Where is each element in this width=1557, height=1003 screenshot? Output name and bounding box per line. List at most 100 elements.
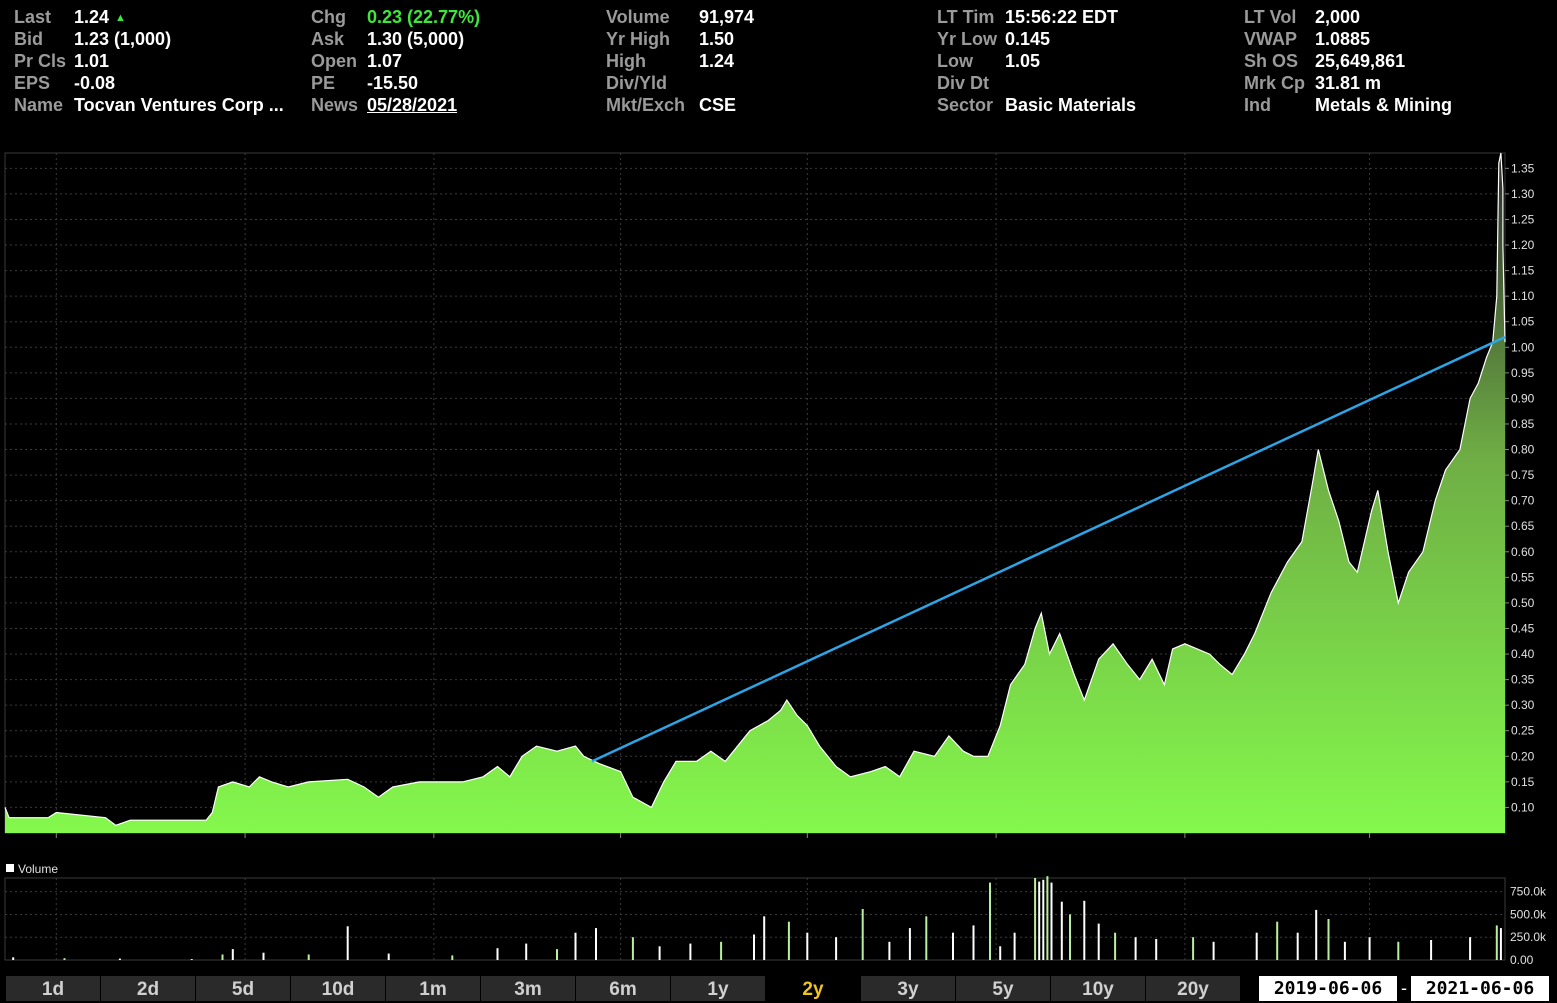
chg-value: 0.23 (22.77%): [367, 7, 481, 27]
volume-bar: [1495, 925, 1498, 960]
price-y-tick-label: 1.20: [1511, 238, 1535, 252]
high-label: High: [606, 51, 646, 71]
volume-chart[interactable]: Volume 0.00 250.0k 500.0k 750.0k: [0, 860, 1557, 970]
ask-value: 1.30 (5,000): [367, 29, 465, 49]
volume-bar: [787, 921, 790, 960]
price-y-tick-label: 0.35: [1511, 673, 1535, 687]
volume-bar: [1368, 937, 1371, 960]
volume-bar: [1050, 882, 1053, 960]
price-chart[interactable]: 0.10 0.15 0.20 0.25 0.30 0.35 0.40 0.45 0.50 0.55…: [0, 150, 1557, 840]
volume-bar: [1255, 932, 1258, 960]
eps-value: -0.08: [74, 73, 116, 93]
news-label: News: [311, 95, 359, 115]
volume-bar: [1212, 941, 1215, 960]
name-label: Name: [14, 95, 64, 115]
last-label: Last: [14, 7, 52, 27]
price-y-tick-label: 0.55: [1511, 570, 1535, 584]
shos-label: Sh OS: [1244, 51, 1299, 71]
open-label: Open: [311, 51, 358, 71]
price-y-tick-label: 1.30: [1511, 187, 1535, 201]
low-label: Low: [937, 51, 973, 71]
volume-bar: [595, 928, 597, 960]
volume-bar: [1034, 878, 1037, 960]
volume-bar: [1042, 879, 1045, 960]
bid-value: 1.23 (1,000): [74, 29, 172, 49]
low-value: 1.05: [1005, 51, 1041, 71]
volume-bar: [835, 937, 838, 960]
trend-line[interactable]: [591, 335, 1506, 763]
volume-bar: [689, 943, 692, 960]
price-y-tick-label: 0.90: [1511, 391, 1535, 405]
price-y-tick-label: 1.15: [1511, 264, 1535, 278]
volume-bar: [999, 946, 1002, 960]
volume-bar: [1013, 932, 1016, 960]
volume-bar: [972, 925, 975, 960]
range-button-1y[interactable]: 1y: [671, 976, 765, 1001]
price-area: [5, 153, 1505, 833]
range-button-3m[interactable]: 3m: [481, 976, 575, 1001]
end-date-field[interactable]: 2021-06-06: [1411, 976, 1549, 1001]
volume-bar: [1397, 941, 1400, 960]
range-button-5d[interactable]: 5d: [196, 976, 290, 1001]
mrkcp-value: 31.81 m: [1315, 73, 1382, 93]
mktexch-value: CSE: [699, 95, 737, 115]
volume-bar: [720, 941, 723, 960]
volume-bar: [1469, 937, 1472, 960]
volume-bar: [496, 948, 499, 960]
volume-bar: [1114, 932, 1117, 960]
volume-bar: [1097, 923, 1100, 960]
range-button-1m[interactable]: 1m: [386, 976, 480, 1001]
range-button-20y[interactable]: 20y: [1146, 976, 1240, 1001]
price-y-tick-label: 0.70: [1511, 494, 1535, 508]
volume-bar: [1296, 932, 1299, 960]
volume-bar: [12, 957, 15, 960]
price-y-tick-label: 1.25: [1511, 212, 1535, 226]
volume-legend-swatch: [6, 864, 14, 872]
volume-bar: [1046, 876, 1049, 960]
volume-bar: [658, 946, 661, 960]
volume-bar: [451, 955, 454, 960]
volume-bar: [1327, 919, 1330, 960]
volume-bar: [1499, 928, 1502, 960]
range-button-1d[interactable]: 1d: [6, 976, 100, 1001]
volume-legend-label: Volume: [18, 862, 58, 876]
chg-label: Chg: [311, 7, 346, 27]
range-button-10y[interactable]: 10y: [1051, 976, 1145, 1001]
ltvol-value: 2,000: [1315, 7, 1361, 27]
open-value: 1.07: [367, 51, 403, 71]
range-button-6m[interactable]: 6m: [576, 976, 670, 1001]
divyld-label: Div/Yld: [606, 73, 668, 93]
range-button-3y[interactable]: 3y: [861, 976, 955, 1001]
volume-bar: [888, 941, 891, 960]
volume-bar: [806, 932, 809, 960]
range-bar: 1d 2d 5d 10d 1m 3m 6m 1y 2y 3y 5y 10y 20y 2019-06-06-…: [0, 976, 1557, 1001]
range-button-2y[interactable]: 2y: [766, 976, 860, 1001]
volume-bar: [1343, 941, 1346, 960]
volume-bar: [221, 954, 224, 960]
volume-bar: [525, 943, 528, 960]
price-y-tick-label: 0.40: [1511, 647, 1535, 661]
range-button-2d[interactable]: 2d: [101, 976, 195, 1001]
bid-label: Bid: [14, 29, 43, 49]
price-y-tick-label: 1.35: [1511, 161, 1535, 175]
vwap-label: VWAP: [1244, 29, 1298, 49]
volume-bar: [1315, 909, 1318, 960]
range-button-10d[interactable]: 10d: [291, 976, 385, 1001]
volume-bar: [1430, 940, 1433, 960]
volume-bar: [1155, 939, 1158, 960]
pe-value: -15.50: [367, 73, 419, 93]
ask-label: Ask: [311, 29, 345, 49]
news-value[interactable]: 05/28/2021: [367, 95, 458, 115]
high-value: 1.24: [699, 51, 735, 71]
price-y-tick-label: 0.80: [1511, 443, 1535, 457]
volume-value: 91,974: [699, 7, 755, 27]
volume-y-tick-label: 750.0k: [1510, 885, 1547, 899]
vwap-value: 1.0885: [1315, 29, 1371, 49]
range-button-5y[interactable]: 5y: [956, 976, 1050, 1001]
volume-bar: [925, 916, 928, 960]
volume-y-tick-label: 0.00: [1510, 953, 1534, 967]
volume-y-tick-label: 500.0k: [1510, 907, 1547, 921]
lttime-label: LT Tim: [937, 7, 995, 27]
start-date-field[interactable]: 2019-06-06: [1259, 976, 1397, 1001]
mrkcp-label: Mrk Cp: [1244, 73, 1306, 93]
